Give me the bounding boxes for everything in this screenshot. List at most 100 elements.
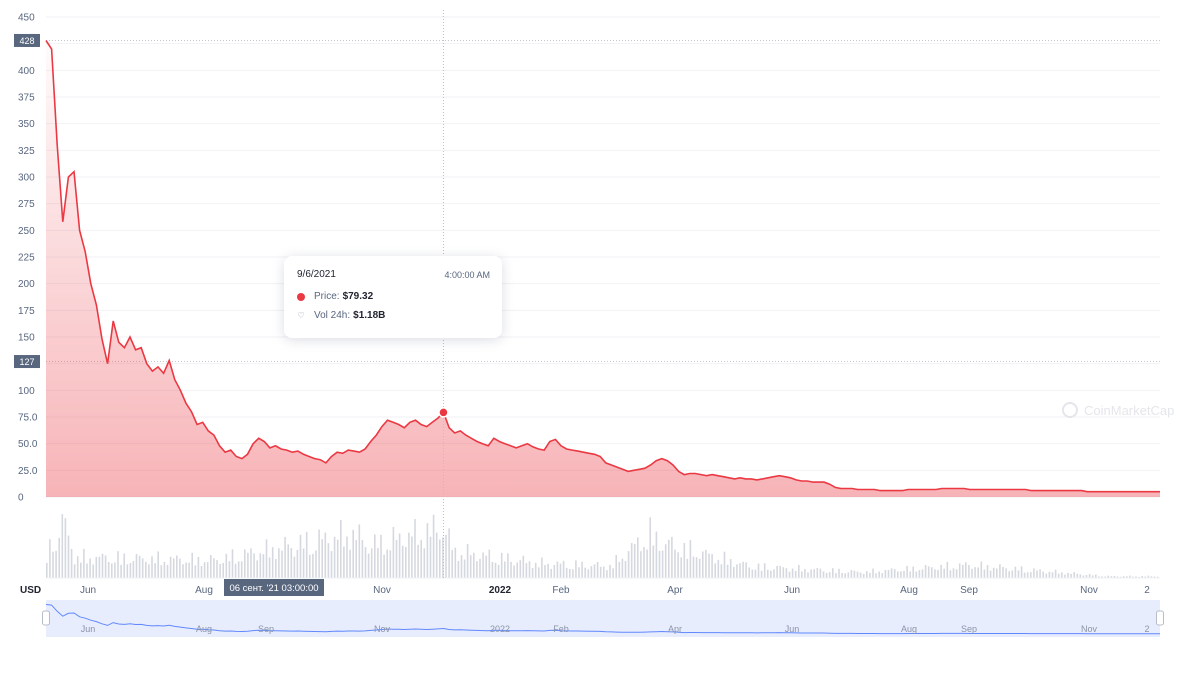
- volume-bar: [157, 551, 159, 578]
- volume-bar: [250, 548, 252, 578]
- volume-bar: [1126, 576, 1128, 578]
- volume-bar: [504, 561, 506, 578]
- volume-bar: [1135, 576, 1137, 578]
- volume-bar: [219, 564, 221, 578]
- volume-bar: [881, 573, 884, 578]
- volume-bar: [281, 550, 283, 578]
- y-tick-label: 375: [18, 93, 35, 104]
- volume-bar: [265, 539, 268, 578]
- volume-bar: [652, 545, 655, 578]
- volume-bar: [1039, 569, 1041, 578]
- y-tick-label: 150: [18, 333, 35, 344]
- volume-bar: [862, 573, 865, 578]
- volume-bar: [918, 570, 921, 578]
- volume-bar: [488, 549, 491, 578]
- volume-bar: [664, 544, 667, 578]
- volume-bar: [646, 549, 648, 578]
- volume-bar: [1079, 574, 1082, 578]
- volume-bar: [813, 569, 815, 578]
- volume-bar: [228, 561, 231, 578]
- volume-bar: [915, 571, 918, 578]
- volume-bar: [720, 564, 723, 578]
- volume-bar: [58, 537, 60, 578]
- price-dot-icon: [297, 292, 305, 301]
- volume-bar: [878, 571, 880, 578]
- volume-bar: [324, 532, 327, 578]
- volume-bar: [253, 553, 255, 578]
- x-tick-label: Feb: [552, 585, 570, 596]
- high-price-marker-label: 428: [19, 36, 34, 46]
- volume-bar: [1014, 566, 1017, 578]
- volume-bar: [55, 550, 57, 578]
- navigator-left-handle[interactable]: [42, 610, 50, 626]
- volume-bar: [974, 567, 976, 578]
- current-price-marker-bg: [14, 355, 40, 369]
- y-tick-label: 25.0: [18, 466, 38, 477]
- crosshair-label-bg: [224, 579, 324, 596]
- volume-bar: [275, 559, 277, 578]
- volume-bar: [900, 571, 902, 578]
- volume-bar: [1076, 573, 1079, 578]
- volume-bar: [680, 557, 682, 578]
- volume-bar: [423, 548, 426, 578]
- volume-bar: [494, 562, 497, 578]
- x-tick-label: Jun: [80, 585, 96, 596]
- volume-bar: [256, 560, 258, 578]
- volume-bar: [510, 561, 512, 578]
- x-tick-label: Nov: [1080, 585, 1098, 596]
- volume-bar: [336, 539, 339, 578]
- volume-bar: [435, 532, 438, 578]
- volume-bar: [671, 536, 673, 578]
- volume-bar: [358, 524, 361, 578]
- volume-bar: [111, 563, 113, 578]
- volume-bar: [380, 534, 382, 578]
- volume-bar: [1156, 576, 1159, 578]
- volume-bar: [1116, 576, 1119, 578]
- volume-bar: [491, 562, 494, 578]
- watermark-text: CoinMarketCap: [1084, 402, 1175, 418]
- volume-bar: [757, 563, 760, 578]
- volume-bar: [1132, 576, 1134, 578]
- navigator-right-handle[interactable]: [1156, 610, 1164, 626]
- volume-bar: [559, 563, 562, 578]
- volume-bar: [1119, 576, 1122, 578]
- navigator-label: Jun: [81, 624, 96, 634]
- volume-bar: [649, 517, 651, 578]
- y-axis: 4504254003753503253002752502252001751501…: [18, 13, 38, 504]
- volume-bar: [838, 568, 840, 578]
- volume-bar: [599, 566, 602, 578]
- volume-bar: [962, 564, 964, 578]
- volume-bar: [581, 561, 583, 578]
- volume-bar: [1104, 576, 1106, 578]
- tooltip: 9/6/2021 4:00:00 AM Price: $79.32 ♡ Vol …: [284, 256, 502, 338]
- volume-bar: [1067, 572, 1069, 578]
- volume-bar: [507, 553, 509, 578]
- volume-bar: [924, 565, 927, 578]
- y-tick-label: 175: [18, 306, 35, 317]
- volume-bar: [1002, 567, 1004, 578]
- volume-bar: [194, 565, 197, 578]
- x-tick-label: Sep: [960, 585, 978, 596]
- volume-bar: [606, 570, 608, 578]
- volume-bar: [340, 520, 342, 578]
- volume-bar: [203, 562, 206, 578]
- price-line: [45, 40, 1160, 493]
- y-tick-label: 200: [18, 279, 35, 290]
- volume-bar: [723, 551, 726, 578]
- navigator-label: Feb: [553, 624, 569, 634]
- watermark: CoinMarketCap: [1062, 402, 1174, 418]
- y-tick-label: 325: [18, 146, 35, 157]
- tooltip-price-label: Price:: [314, 291, 340, 302]
- volume-bar: [897, 571, 899, 578]
- volume-bar: [742, 561, 744, 578]
- hover-point: [438, 407, 449, 418]
- volume-bar: [231, 549, 234, 578]
- volume-bar: [185, 562, 187, 578]
- volume-bar: [621, 558, 624, 578]
- volume-bar: [1113, 575, 1116, 578]
- range-navigator[interactable]: Jun Aug Sep Nov 2022 Feb Apr Jun Aug Sep Nov 2: [42, 600, 1164, 637]
- volume-bar: [500, 552, 503, 578]
- volume-bar: [677, 552, 679, 578]
- volume-bar: [1147, 575, 1150, 578]
